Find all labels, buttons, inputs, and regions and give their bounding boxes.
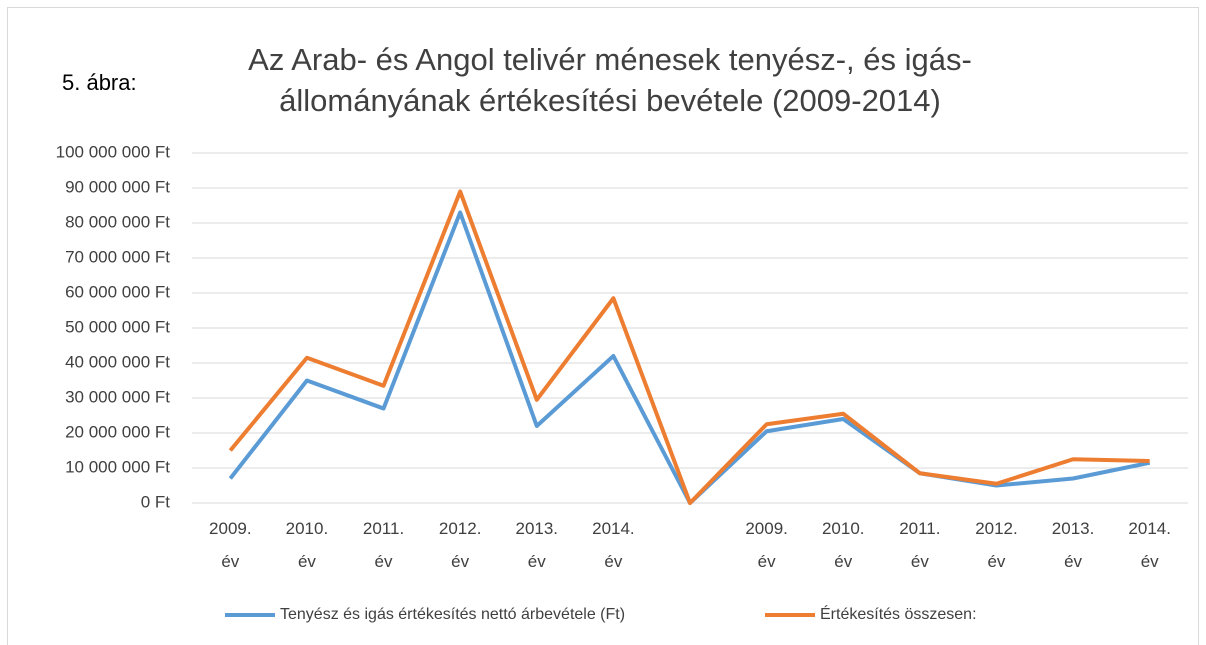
series-line xyxy=(228,189,1150,505)
figure-label: 5. ábra: xyxy=(62,70,137,95)
x-tick-label: 2010. év xyxy=(286,519,329,571)
chart-title: állományának értékesítési bevétele (2009… xyxy=(279,83,941,118)
x-tick-label: 2014. év xyxy=(592,519,635,571)
series-line xyxy=(228,210,1151,505)
y-tick-label: 20 000 000 Ft xyxy=(65,422,170,441)
chart-border xyxy=(7,7,1199,645)
x-tick-label: 2012. év xyxy=(439,519,482,571)
y-tick-label: 100 000 000 Ft xyxy=(56,142,171,161)
x-tick-label: 2011. év xyxy=(899,519,940,571)
y-tick-label: 50 000 000 Ft xyxy=(65,317,170,336)
x-tick-label: 2009. év xyxy=(209,519,252,571)
chart-title: Az Arab- és Angol telivér ménesek tenyés… xyxy=(248,42,972,77)
x-tick-label: 2012. év xyxy=(975,519,1018,571)
x-tick-label: 2010. év xyxy=(822,519,865,571)
x-tick-label: 2014. év xyxy=(1128,519,1171,571)
y-tick-label: 40 000 000 Ft xyxy=(65,352,170,371)
y-tick-label: 0 Ft xyxy=(141,492,171,511)
y-tick-label: 60 000 000 Ft xyxy=(65,282,170,301)
y-tick-label: 90 000 000 Ft xyxy=(65,177,170,196)
x-tick-label: 2011. év xyxy=(363,519,404,571)
legend-label: Tenyész és igás értékesítés nettó árbevé… xyxy=(280,606,625,623)
x-tick-label: 2013. év xyxy=(515,519,558,571)
x-tick-label: 2009. év xyxy=(745,519,788,571)
x-tick-label: 2013. év xyxy=(1052,519,1095,571)
y-tick-label: 80 000 000 Ft xyxy=(65,212,170,231)
y-tick-label: 70 000 000 Ft xyxy=(65,247,170,266)
legend-label: Értékesítés összesen: xyxy=(820,604,977,623)
y-tick-label: 30 000 000 Ft xyxy=(65,387,170,406)
y-tick-label: 10 000 000 Ft xyxy=(65,457,170,476)
